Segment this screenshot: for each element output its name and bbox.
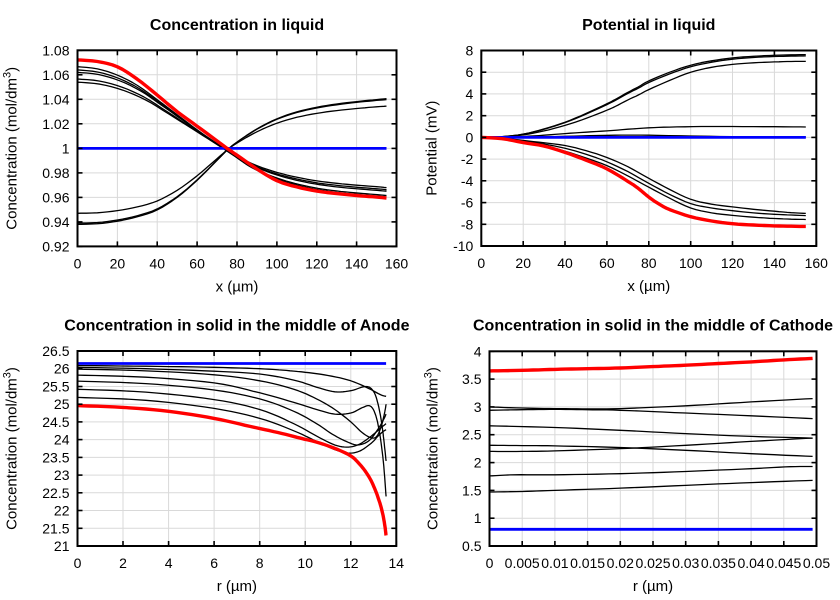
svg-text:Concentration in solid in the: Concentration in solid in the middle of …	[473, 318, 833, 335]
svg-text:Potential in liquid: Potential in liquid	[582, 17, 715, 34]
svg-text:6: 6	[210, 555, 218, 571]
svg-text:-10: -10	[453, 238, 473, 254]
svg-text:6: 6	[466, 64, 474, 80]
svg-text:2: 2	[474, 455, 482, 471]
svg-text:0: 0	[466, 129, 474, 145]
svg-text:0.98: 0.98	[42, 165, 69, 181]
svg-text:23: 23	[54, 467, 70, 483]
svg-text:0.02: 0.02	[607, 555, 634, 571]
svg-text:120: 120	[721, 255, 745, 271]
svg-text:160: 160	[385, 255, 409, 271]
svg-text:60: 60	[189, 255, 205, 271]
svg-text:140: 140	[763, 255, 787, 271]
svg-text:x (µm): x (µm)	[216, 278, 259, 295]
svg-text:0: 0	[477, 255, 485, 271]
svg-text:4: 4	[466, 86, 474, 102]
svg-text:0.03: 0.03	[672, 555, 699, 571]
svg-text:1.06: 1.06	[42, 67, 69, 83]
svg-text:3.5: 3.5	[462, 371, 482, 387]
svg-text:0.015: 0.015	[570, 555, 605, 571]
svg-text:20: 20	[515, 255, 531, 271]
svg-text:0.92: 0.92	[42, 238, 69, 254]
svg-text:r (µm): r (µm)	[217, 578, 257, 595]
svg-text:80: 80	[229, 255, 245, 271]
svg-text:Concentration in solid in the: Concentration in solid in the middle of …	[64, 318, 409, 335]
svg-text:Concentration in liquid: Concentration in liquid	[150, 17, 324, 34]
svg-text:40: 40	[149, 255, 165, 271]
svg-text:120: 120	[305, 255, 329, 271]
svg-text:2: 2	[466, 108, 474, 124]
svg-text:14: 14	[389, 555, 405, 571]
svg-text:0.045: 0.045	[766, 555, 801, 571]
svg-text:20: 20	[110, 255, 126, 271]
svg-text:Concentration (mol/dm3): Concentration (mol/dm3)	[2, 67, 21, 230]
svg-text:12: 12	[343, 555, 359, 571]
svg-text:100: 100	[265, 255, 289, 271]
svg-text:8: 8	[466, 43, 474, 59]
svg-text:Concentration (mol/dm3): Concentration (mol/dm3)	[2, 367, 21, 530]
svg-text:0.5: 0.5	[462, 538, 482, 554]
svg-text:140: 140	[345, 255, 369, 271]
svg-text:26.5: 26.5	[42, 343, 69, 359]
svg-text:-2: -2	[461, 151, 474, 167]
svg-text:Concentration (mol/dm3): Concentration (mol/dm3)	[423, 367, 442, 530]
svg-text:23.5: 23.5	[42, 449, 69, 465]
svg-text:60: 60	[599, 255, 615, 271]
svg-text:100: 100	[679, 255, 703, 271]
svg-text:1.04: 1.04	[42, 91, 69, 107]
svg-text:0.035: 0.035	[701, 555, 736, 571]
svg-text:22.5: 22.5	[42, 485, 69, 501]
svg-text:1: 1	[474, 510, 482, 526]
svg-text:21: 21	[54, 538, 70, 554]
svg-text:0.94: 0.94	[42, 214, 69, 230]
svg-text:0.025: 0.025	[635, 555, 670, 571]
svg-text:1.02: 1.02	[42, 116, 69, 132]
svg-text:40: 40	[557, 255, 573, 271]
svg-text:4: 4	[165, 555, 173, 571]
svg-text:4: 4	[474, 343, 482, 359]
svg-text:-8: -8	[461, 216, 474, 232]
svg-text:x (µm): x (µm)	[627, 278, 670, 295]
svg-text:Potential (mV): Potential (mV)	[424, 101, 441, 196]
svg-text:80: 80	[641, 255, 657, 271]
svg-text:0: 0	[74, 255, 82, 271]
svg-text:25.5: 25.5	[42, 379, 69, 395]
svg-text:24.5: 24.5	[42, 414, 69, 430]
svg-text:0.005: 0.005	[505, 555, 540, 571]
svg-text:0.05: 0.05	[803, 555, 830, 571]
svg-text:2.5: 2.5	[462, 427, 482, 443]
svg-text:2: 2	[119, 555, 127, 571]
svg-text:160: 160	[805, 255, 829, 271]
svg-text:0.96: 0.96	[42, 189, 69, 205]
svg-text:24: 24	[54, 432, 70, 448]
svg-text:26: 26	[54, 361, 70, 377]
svg-text:1.08: 1.08	[42, 42, 69, 58]
svg-text:8: 8	[256, 555, 264, 571]
svg-text:r (µm): r (µm)	[633, 578, 673, 595]
svg-text:25: 25	[54, 396, 70, 412]
svg-text:0: 0	[74, 555, 82, 571]
svg-text:-6: -6	[461, 195, 474, 211]
svg-text:0.01: 0.01	[541, 555, 568, 571]
svg-text:22: 22	[54, 503, 70, 519]
svg-text:1: 1	[62, 140, 70, 156]
svg-text:-4: -4	[461, 173, 474, 189]
svg-text:10: 10	[297, 555, 313, 571]
svg-text:21.5: 21.5	[42, 520, 69, 536]
svg-text:1.5: 1.5	[462, 482, 482, 498]
svg-text:3: 3	[474, 399, 482, 415]
svg-text:0.04: 0.04	[737, 555, 764, 571]
svg-text:0: 0	[486, 555, 494, 571]
